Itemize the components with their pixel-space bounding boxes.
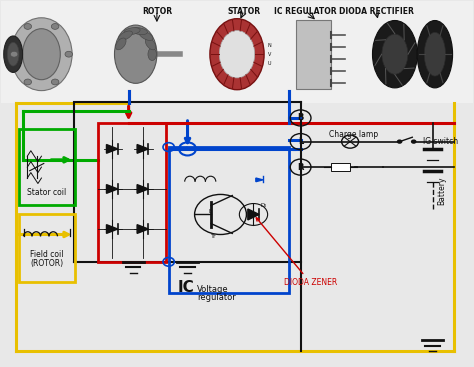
- Ellipse shape: [131, 28, 147, 34]
- Ellipse shape: [4, 36, 23, 72]
- Text: D₂: D₂: [261, 203, 267, 208]
- Ellipse shape: [210, 19, 264, 90]
- Polygon shape: [107, 185, 118, 193]
- Text: Field coil: Field coil: [30, 250, 64, 259]
- Ellipse shape: [124, 28, 140, 34]
- Circle shape: [51, 23, 59, 29]
- Text: DIODA ZENER: DIODA ZENER: [256, 218, 337, 287]
- Bar: [19, 214, 75, 282]
- Ellipse shape: [219, 30, 255, 78]
- Text: L: L: [298, 137, 303, 146]
- Polygon shape: [137, 225, 148, 233]
- Text: Battery: Battery: [438, 177, 447, 205]
- Text: L: L: [186, 146, 190, 152]
- Text: Charge lamp: Charge lamp: [329, 130, 378, 139]
- Text: (ROTOR): (ROTOR): [30, 259, 64, 268]
- Polygon shape: [137, 145, 148, 153]
- Ellipse shape: [382, 34, 408, 74]
- Ellipse shape: [23, 29, 60, 80]
- Circle shape: [10, 51, 18, 57]
- Bar: [98, 123, 166, 262]
- Text: ROTOR: ROTOR: [142, 7, 172, 16]
- Bar: [296, 19, 331, 89]
- Ellipse shape: [118, 31, 132, 40]
- Polygon shape: [137, 185, 148, 193]
- Polygon shape: [248, 209, 259, 220]
- Text: B: B: [209, 208, 212, 214]
- Text: V: V: [268, 52, 271, 57]
- Bar: [19, 129, 75, 206]
- Text: DIODA RECTIFIER: DIODA RECTIFIER: [338, 7, 413, 16]
- Ellipse shape: [424, 32, 446, 76]
- Circle shape: [24, 79, 32, 85]
- Bar: [169, 147, 289, 293]
- Ellipse shape: [11, 18, 72, 91]
- Bar: [1, 1, 473, 103]
- Text: IG switch: IG switch: [423, 137, 458, 146]
- Text: B: B: [297, 113, 304, 123]
- Text: N: N: [268, 43, 272, 48]
- Polygon shape: [107, 225, 118, 233]
- Bar: [331, 163, 350, 171]
- Ellipse shape: [417, 21, 453, 88]
- Text: Voltage: Voltage: [197, 285, 228, 294]
- Text: Tr: Tr: [211, 234, 217, 239]
- Polygon shape: [107, 145, 118, 153]
- Circle shape: [411, 139, 417, 144]
- Text: R: R: [297, 163, 304, 172]
- Text: IC REGULATOR: IC REGULATOR: [274, 7, 337, 16]
- Polygon shape: [256, 178, 263, 182]
- Text: STATOR: STATOR: [228, 7, 261, 16]
- Ellipse shape: [7, 42, 19, 66]
- Circle shape: [51, 79, 59, 85]
- Ellipse shape: [373, 21, 417, 88]
- Text: regulator: regulator: [197, 293, 236, 302]
- Circle shape: [397, 139, 402, 144]
- Ellipse shape: [115, 25, 157, 83]
- Ellipse shape: [116, 38, 126, 50]
- Circle shape: [65, 51, 73, 57]
- Text: IC: IC: [178, 280, 195, 295]
- Ellipse shape: [148, 48, 156, 61]
- Text: Stator coil: Stator coil: [27, 188, 67, 197]
- Ellipse shape: [139, 31, 153, 40]
- Ellipse shape: [146, 38, 156, 50]
- Circle shape: [24, 23, 32, 29]
- Text: U: U: [268, 61, 271, 66]
